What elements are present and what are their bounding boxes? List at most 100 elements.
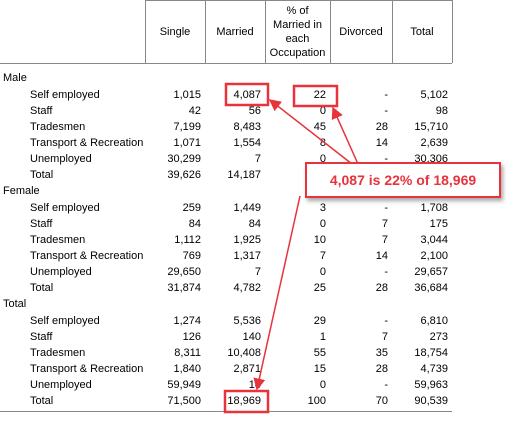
cell: 56: [248, 105, 261, 117]
cell: 10: [313, 234, 326, 246]
cell: 22: [313, 89, 326, 101]
cell: 5,102: [420, 89, 448, 101]
cell: 7: [254, 153, 261, 165]
row-label: Total: [30, 282, 54, 294]
cell: 1,274: [173, 315, 201, 327]
cell: 6,810: [420, 315, 448, 327]
cell: 0: [319, 218, 326, 230]
arrow: [268, 99, 353, 165]
column-header: Total: [410, 26, 434, 38]
cell: 10,408: [227, 347, 261, 359]
cell: 14,187: [227, 169, 261, 181]
cell: 70: [375, 395, 388, 407]
cell: 14: [375, 250, 388, 262]
cell: 18,969: [227, 395, 261, 407]
cell: 769: [182, 250, 201, 262]
row-label: Tradesmen: [30, 347, 86, 359]
column-rule: [452, 0, 453, 63]
rule: [145, 0, 452, 1]
cell: 29: [313, 315, 326, 327]
row-label: Self employed: [30, 202, 100, 214]
cell: 4,739: [420, 363, 448, 375]
column-header: Married: [216, 26, 254, 38]
cell: 0: [319, 379, 326, 391]
cell: 1,708: [420, 202, 448, 214]
row-label: Transport & Recreation: [30, 137, 144, 149]
cell: 7,199: [173, 121, 201, 133]
cell: 42: [188, 105, 201, 117]
cell: 28: [375, 282, 388, 294]
cell: 14: [375, 137, 388, 149]
cell: 1,554: [233, 137, 261, 149]
column-rule: [145, 0, 146, 63]
cell: 84: [188, 218, 201, 230]
cell: 15,710: [414, 121, 448, 133]
cell: 18,754: [414, 347, 448, 359]
cell: 29,657: [414, 266, 448, 278]
cell: 30,299: [167, 153, 201, 165]
cell: 8: [319, 137, 326, 149]
arrow: [253, 195, 301, 391]
cell: -: [384, 266, 388, 278]
cell: -: [384, 105, 388, 117]
cell: 90,539: [414, 395, 448, 407]
row-label: Self employed: [30, 89, 100, 101]
rule: [0, 63, 452, 64]
cell: 5,536: [233, 315, 261, 327]
cell: 1,015: [173, 89, 201, 101]
cell: 39,626: [167, 169, 201, 181]
row-label: Staff: [30, 105, 53, 117]
cell: 28: [375, 363, 388, 375]
cell: 100: [307, 395, 326, 407]
column-rule: [265, 0, 266, 63]
cell: 3,044: [420, 234, 448, 246]
highlight-box: [224, 82, 270, 107]
row-label: Self employed: [30, 315, 100, 327]
column-header: Divorced: [339, 26, 383, 38]
cell: 7: [319, 250, 326, 262]
row-label: Unemployed: [30, 266, 92, 278]
section-label: Female: [3, 185, 40, 197]
cell: 273: [429, 331, 448, 343]
cell: -: [384, 379, 388, 391]
column-rule: [205, 0, 206, 63]
column-rule: [330, 0, 331, 63]
cell: 1,449: [233, 202, 261, 214]
cell: 8,483: [233, 121, 261, 133]
cell: 7: [254, 266, 261, 278]
cell: 1,840: [173, 363, 201, 375]
cell: 55: [313, 347, 326, 359]
row-label: Staff: [30, 331, 53, 343]
cell: 0: [319, 153, 326, 165]
cell: 259: [182, 202, 201, 214]
cell: 2,871: [233, 363, 261, 375]
cell: 59,949: [167, 379, 201, 391]
cell: -: [384, 89, 388, 101]
cell: 45: [313, 121, 326, 133]
cell: 1,071: [173, 137, 201, 149]
column-header: Single: [159, 26, 191, 38]
cell: 0: [319, 105, 326, 117]
cell: 1,112: [174, 234, 201, 246]
cell: 28: [375, 121, 388, 133]
cell: 140: [242, 331, 261, 343]
cell: 175: [429, 218, 448, 230]
cell: 59,963: [414, 379, 448, 391]
cell: 35: [375, 347, 388, 359]
column-header: % of Married in each Occupation: [269, 5, 326, 59]
row-label: Staff: [30, 218, 53, 230]
row-label: Tradesmen: [30, 234, 86, 246]
column-rule: [392, 0, 393, 63]
highlight-box: [223, 389, 270, 414]
cell: 0: [319, 266, 326, 278]
highlight-box: [292, 84, 339, 108]
cell: 1,317: [233, 250, 261, 262]
row-label: Total: [30, 395, 54, 407]
cell: 1,925: [233, 234, 261, 246]
callout: 4,087 is 22% of 18,969: [305, 162, 501, 198]
cell: 25: [313, 282, 326, 294]
arrow: [331, 106, 359, 165]
cell: 8,311: [174, 347, 201, 359]
